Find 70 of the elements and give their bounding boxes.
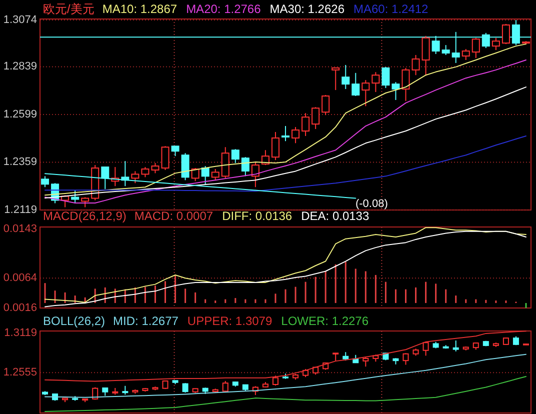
text: MID: 1.2677 [113, 314, 179, 328]
candlestick [372, 72, 380, 93]
candlestick [292, 126, 300, 144]
candlestick [362, 80, 370, 107]
y-tick-label: 0.0016 [3, 302, 37, 314]
chart-title: MACD(26,12,9) [43, 209, 126, 224]
candlestick [261, 150, 270, 166]
candlestick [161, 146, 170, 171]
candlestick [251, 162, 260, 188]
y-tick-label: 0.0064 [3, 272, 37, 284]
line-series [44, 330, 526, 382]
candlestick [502, 23, 510, 45]
candlestick [342, 64, 350, 90]
candlestick [181, 152, 190, 181]
text: MA60: 1.2412 [354, 2, 429, 16]
chart-title: 欧元/美元 [43, 2, 94, 16]
y-tick-label: 1.2599 [3, 108, 37, 120]
line-series [44, 376, 526, 412]
candlestick [131, 170, 140, 184]
candlestick [322, 94, 330, 116]
candlestick [182, 382, 188, 394]
candlestick [312, 106, 320, 130]
candlestick [272, 375, 278, 386]
candlestick [281, 126, 290, 142]
candlestick [141, 166, 150, 178]
y-tick-label: 1.3074 [3, 14, 37, 26]
y-tick-label: 1.2359 [3, 156, 37, 168]
candlestick [412, 54, 420, 76]
candlestick [472, 37, 480, 58]
y-tick-label: 1.2555 [3, 366, 37, 378]
candlestick [382, 66, 390, 89]
y-tick-label: 1.2839 [3, 60, 37, 73]
candlestick [422, 35, 430, 76]
candlestick [442, 44, 450, 56]
text: UPPER: 1.3079 [187, 314, 272, 328]
candlestick [332, 67, 340, 91]
candlestick [241, 156, 250, 177]
candlestick [492, 37, 500, 51]
candlestick [211, 168, 220, 181]
candlestick [201, 166, 210, 185]
annotation: (-0.08) [355, 198, 388, 210]
text: LOWER: 1.2276 [281, 314, 369, 328]
candlestick [191, 168, 200, 182]
candlestick [171, 146, 180, 157]
candlestick [352, 72, 360, 96]
text: DIFF: 0.0136 [222, 209, 292, 224]
text: MACD: 0.0007 [134, 209, 214, 224]
candlestick [221, 146, 230, 179]
text: MA30: 1.2626 [270, 2, 345, 16]
candlestick [231, 148, 240, 164]
candlestick [462, 48, 470, 60]
candlestick [452, 340, 459, 352]
candlestick [362, 356, 369, 368]
y-tick-label: 0.0143 [3, 222, 37, 235]
text: MA20: 1.2766 [186, 2, 262, 16]
candlestick [302, 112, 310, 136]
candlestick [81, 196, 90, 208]
chart-title: BOLL(26,2) [43, 314, 106, 328]
candlestick [71, 190, 80, 204]
y-tick-label: 1.2119 [4, 204, 37, 216]
candlestick [151, 162, 160, 174]
candlestick [402, 352, 409, 366]
candlestick [41, 176, 50, 188]
candlestick [392, 82, 400, 100]
candlestick [422, 341, 429, 356]
candlestick [271, 132, 280, 161]
candlestick [402, 67, 410, 102]
text: DEA: 0.0133 [301, 209, 370, 224]
y-tick-label: 1.3119 [4, 327, 37, 340]
text: MA10: 1.2867 [102, 2, 178, 16]
